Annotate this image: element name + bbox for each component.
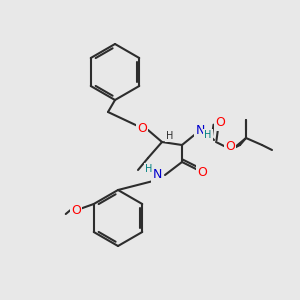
Text: O: O	[215, 116, 225, 130]
Text: O: O	[137, 122, 147, 134]
Text: O: O	[71, 205, 81, 218]
Text: H: H	[204, 130, 212, 140]
Text: O: O	[197, 166, 207, 178]
Text: N: N	[195, 124, 205, 136]
Text: H: H	[166, 131, 174, 141]
Text: O: O	[225, 140, 235, 152]
Text: H: H	[145, 164, 153, 174]
Text: N: N	[152, 169, 162, 182]
